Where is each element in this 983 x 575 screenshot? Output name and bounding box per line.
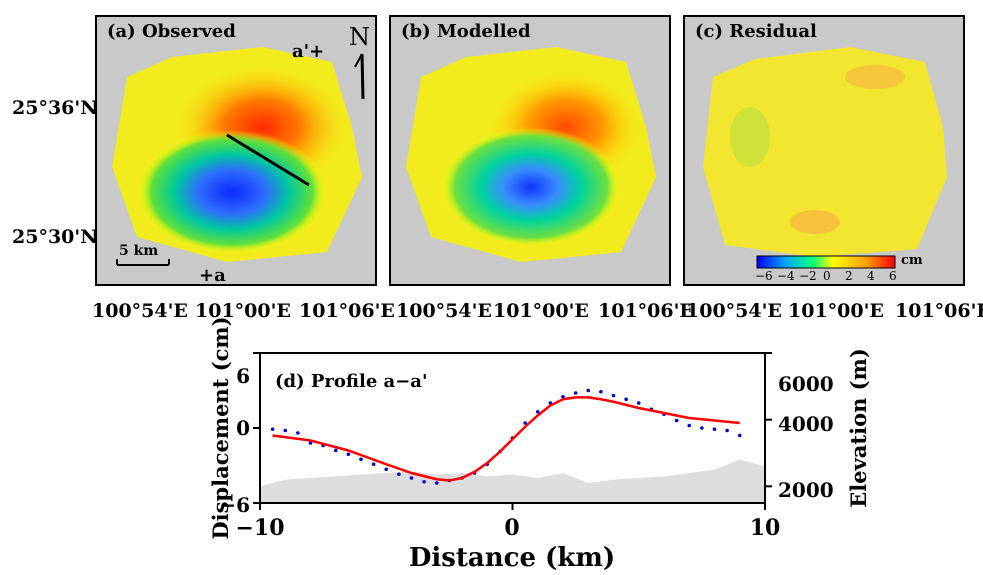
panel-label-observed: (a) Observed bbox=[107, 21, 236, 42]
observed-point bbox=[422, 479, 426, 484]
observed-point bbox=[434, 481, 439, 485]
y-tick-label: 6 bbox=[236, 364, 250, 388]
observed-point bbox=[535, 409, 540, 414]
observed-point bbox=[283, 428, 288, 433]
observed-point bbox=[371, 462, 376, 467]
residual-map-image bbox=[703, 47, 947, 269]
y2-tick-label: 4000 bbox=[778, 412, 834, 436]
colorbar-unit: cm bbox=[901, 253, 923, 268]
north-arrow-label: N bbox=[349, 23, 370, 51]
panel-label-residual: (c) Residual bbox=[695, 21, 817, 42]
colorbar-tick: 6 bbox=[889, 269, 897, 283]
map-panel-observed: (a) Observed a'+ N 5 km +a bbox=[95, 15, 377, 286]
observed-point bbox=[333, 448, 338, 453]
colorbar-tick: 2 bbox=[845, 269, 853, 283]
modelled-map-image bbox=[406, 47, 656, 262]
observed-point bbox=[700, 426, 704, 430]
lon-label-a-1: 100°54'E bbox=[92, 300, 188, 322]
observed-point bbox=[624, 397, 628, 402]
observed-point bbox=[561, 394, 565, 399]
lat-label-25-36: 25°36'N bbox=[12, 97, 98, 119]
observed-point bbox=[586, 388, 591, 393]
lon-label-b-1: 100°54'E bbox=[396, 300, 492, 322]
observed-point bbox=[346, 452, 351, 457]
observed-point bbox=[523, 421, 527, 425]
lon-label-c-2: 101°00'E bbox=[788, 300, 884, 322]
colorbar-tick: 0 bbox=[823, 269, 831, 283]
map-panel-residual: (c) Residual cm −6 −4 −2 0 2 4 6 bbox=[683, 15, 965, 286]
observed-point bbox=[674, 418, 679, 423]
lon-label-c-1: 100°54'E bbox=[686, 300, 782, 322]
y-tick-label: −6 bbox=[219, 493, 250, 517]
y-tick-label: 0 bbox=[236, 416, 250, 440]
lon-label-b-2: 101°00'E bbox=[493, 300, 589, 322]
model-line bbox=[272, 396, 740, 482]
elevation-area bbox=[260, 459, 765, 503]
observed-point bbox=[308, 441, 313, 445]
observed-point bbox=[384, 467, 389, 472]
observed-map-image bbox=[112, 47, 362, 266]
observed-point bbox=[573, 391, 578, 395]
chart-title: (d) Profile a−a' bbox=[275, 371, 427, 392]
observed-point bbox=[687, 423, 692, 428]
y2-axis-label: Elevation (m) bbox=[846, 348, 871, 508]
lon-label-a-2: 101°00'E bbox=[195, 300, 291, 322]
lat-label-25-30: 25°30'N bbox=[12, 226, 98, 248]
observed-point bbox=[737, 433, 742, 438]
observed-point bbox=[359, 457, 363, 462]
colorbar-tick: 4 bbox=[867, 269, 875, 283]
lon-label-a-3: 101°06'E bbox=[299, 300, 395, 322]
observed-point bbox=[397, 472, 401, 477]
y-axis-label: Displacement (cm) bbox=[208, 316, 233, 539]
lon-label-c-3: 101°06'E bbox=[895, 300, 983, 322]
x-tick-label: −10 bbox=[235, 515, 284, 541]
x-axis-label: Distance (km) bbox=[409, 543, 615, 573]
observed-point bbox=[725, 428, 729, 433]
observed-point bbox=[599, 389, 603, 394]
observed-point bbox=[409, 476, 414, 480]
profile-start-label: +a bbox=[199, 265, 226, 286]
panel-label-modelled: (b) Modelled bbox=[401, 21, 531, 42]
colorbar-tick: −6 bbox=[755, 269, 773, 283]
x-tick-label: 10 bbox=[750, 515, 781, 541]
north-arrow-icon bbox=[354, 53, 365, 100]
observed-point bbox=[296, 431, 300, 435]
observed-point bbox=[636, 401, 641, 405]
observed-point bbox=[270, 427, 275, 432]
y2-tick-label: 6000 bbox=[778, 372, 834, 396]
y2-tick-label: 2000 bbox=[778, 478, 834, 502]
x-tick-label: 0 bbox=[504, 515, 519, 541]
colorbar-tick: −2 bbox=[799, 269, 817, 283]
observed-point bbox=[712, 427, 717, 432]
observed-point bbox=[611, 393, 616, 398]
profile-end-label: a'+ bbox=[292, 41, 325, 62]
scalebar-label: 5 km bbox=[119, 243, 159, 259]
colorbar-tick: −4 bbox=[777, 269, 795, 283]
map-panel-modelled: (b) Modelled bbox=[389, 15, 671, 286]
lon-label-b-3: 101°06'E bbox=[598, 300, 694, 322]
